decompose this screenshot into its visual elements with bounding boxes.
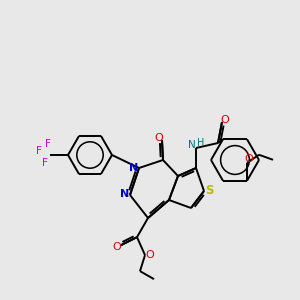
Text: F: F [45, 139, 51, 149]
Text: F: F [36, 146, 42, 156]
Text: O: O [244, 154, 253, 164]
Text: F: F [42, 158, 48, 168]
Text: N: N [120, 189, 130, 199]
Text: H: H [197, 138, 205, 148]
Text: N: N [188, 140, 196, 150]
Text: O: O [154, 133, 164, 143]
Text: O: O [112, 242, 122, 252]
Text: S: S [205, 184, 213, 197]
Text: O: O [220, 115, 230, 125]
Text: N: N [129, 163, 139, 173]
Text: O: O [146, 250, 154, 260]
